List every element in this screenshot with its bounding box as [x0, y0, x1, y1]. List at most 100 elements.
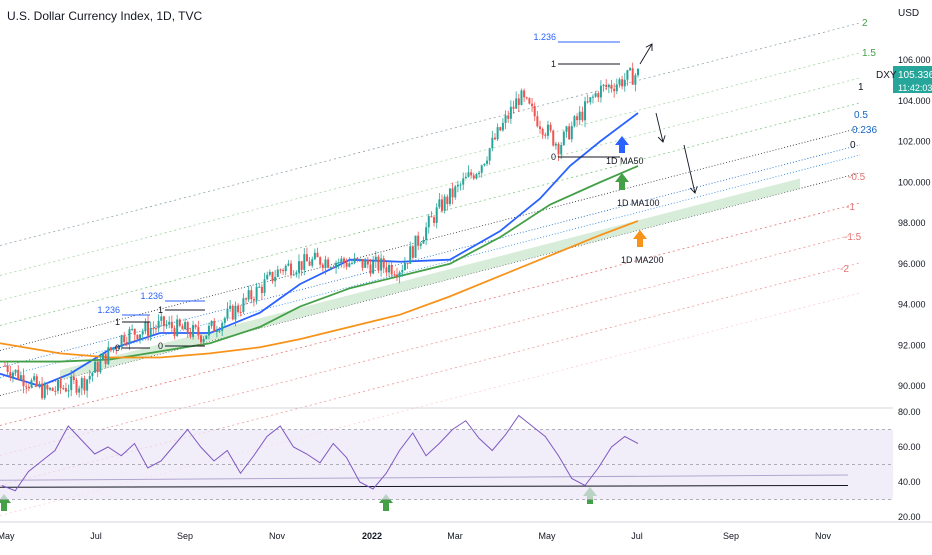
candle-body: [401, 270, 404, 273]
candle-body: [64, 388, 67, 392]
arrow-up-ma100: [615, 173, 629, 190]
price-axis: 106.000 104.000 102.000 100.000 98.000 96.000…: [898, 55, 931, 391]
fib-small-left-label-1: 1: [115, 317, 120, 327]
price-tick-label: 94.000: [898, 300, 926, 310]
projection-arrow-up-head: [645, 43, 653, 52]
candle-body: [350, 262, 353, 264]
candle-body: [324, 259, 327, 268]
candle-body: [239, 311, 242, 313]
candle-body: [517, 98, 520, 105]
time-label: Sep: [723, 531, 739, 541]
rsi-trendline-black: [0, 485, 849, 488]
candle-body: [303, 254, 306, 270]
label-ma200: 1D MA200: [621, 255, 664, 265]
candle-body: [319, 257, 322, 265]
candle-body: [599, 85, 602, 98]
price-tick-label: 104.000: [898, 96, 931, 106]
fib-main-label: -2: [840, 264, 849, 275]
candle-body: [544, 134, 547, 136]
candle-body: [472, 175, 475, 179]
candle-body: [133, 328, 136, 335]
candle-body: [507, 115, 510, 119]
candle-body: [11, 372, 14, 377]
candle-body: [192, 325, 195, 337]
candle-body: [252, 299, 255, 301]
candle-body: [570, 126, 573, 140]
candle-body: [99, 359, 102, 373]
time-label: Mar: [447, 531, 463, 541]
candle-body: [30, 380, 33, 388]
candle-body: [51, 387, 54, 391]
candle-body: [165, 324, 168, 327]
candle-body: [441, 199, 444, 211]
candle-body: [33, 376, 36, 381]
candle-body: [147, 322, 150, 336]
candle-body: [207, 325, 210, 336]
candle-body: [398, 272, 401, 277]
candle-body: [170, 321, 173, 329]
candle-body: [141, 331, 144, 335]
candle-body: [321, 264, 324, 268]
price-currency-label: USD: [898, 8, 919, 19]
candle-body: [154, 328, 157, 330]
candle-body: [464, 176, 467, 179]
candle-body: [186, 322, 189, 334]
candle-body: [263, 279, 266, 293]
projection-arrow-down-1-head: [657, 135, 666, 143]
candle-body: [385, 267, 388, 273]
candle-body: [176, 319, 179, 336]
fib-small-left-label-1236: 1.236: [97, 305, 120, 315]
candle-body: [292, 274, 295, 276]
candle-body: [411, 246, 414, 258]
candle-body: [49, 387, 52, 390]
candle-body: [414, 235, 417, 258]
candle-body: [19, 375, 22, 380]
ma50-line: [0, 112, 639, 387]
candle-body: [520, 90, 523, 105]
fib-channel-line: [0, 154, 861, 378]
candle-body: [509, 106, 512, 119]
candle-body: [621, 79, 624, 87]
candle-body: [594, 93, 597, 97]
candle-body: [59, 380, 62, 389]
candle-body: [377, 256, 380, 271]
rsi-tick-label: 20.00: [898, 512, 921, 522]
candle-body: [56, 380, 59, 391]
candle-body: [541, 128, 544, 135]
arrow-up-ma50: [615, 136, 629, 153]
candle-body: [107, 347, 110, 365]
candle-body: [515, 98, 518, 109]
candle-body: [94, 361, 97, 373]
candle-body: [615, 84, 618, 92]
candle-body: [546, 124, 549, 136]
candle-body: [247, 290, 250, 300]
candle-body: [409, 246, 412, 264]
candle-body: [623, 79, 626, 87]
candle-body: [260, 286, 263, 293]
candle-body: [369, 264, 372, 274]
candle-body: [637, 68, 639, 76]
fib-channel-line: [0, 127, 861, 351]
candle-body: [531, 103, 534, 107]
candle-body: [144, 322, 147, 332]
candle-body: [237, 305, 240, 312]
candle-body: [295, 272, 298, 275]
candle-body: [152, 328, 155, 330]
fib-channel-line: [0, 202, 861, 426]
candle-body: [438, 199, 441, 208]
fib-small-top-label-1: 1: [551, 59, 556, 69]
rsi-line: [1, 414, 639, 492]
countdown-text: 11:42:03: [898, 83, 932, 93]
candle-body: [226, 308, 229, 319]
candle-body: [221, 322, 224, 331]
candle-body: [123, 335, 126, 343]
fib-small-mid-label-1: 1: [158, 305, 163, 315]
candle-body: [597, 93, 600, 98]
candle-body: [88, 376, 91, 380]
candle-body: [168, 321, 171, 325]
projection-arrow-down-2-head: [689, 186, 698, 194]
fib-small-mid-label-1236: 1.236: [140, 291, 163, 301]
candle-body: [6, 365, 9, 373]
candle-body: [250, 290, 253, 300]
